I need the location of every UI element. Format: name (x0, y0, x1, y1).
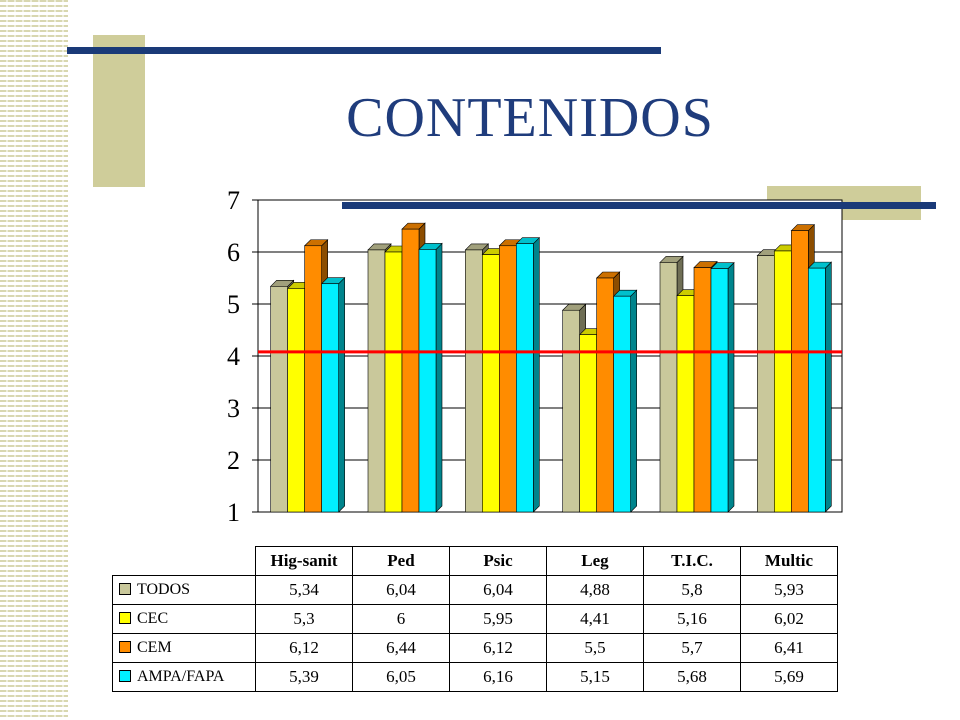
table-value: 6,02 (740, 604, 838, 634)
table-row: TODOS 5,34 6,04 6,04 4,88 5,8 5,93 (112, 575, 838, 605)
table-value: 5,68 (643, 662, 741, 692)
table-value: 6,04 (352, 575, 450, 605)
bar (596, 277, 614, 513)
bar (465, 249, 483, 513)
bar (562, 309, 580, 513)
category-label: Multic (740, 546, 838, 576)
bar (676, 295, 695, 513)
bar-side (338, 276, 345, 513)
bar (757, 255, 775, 513)
legend-swatch (119, 612, 131, 624)
y-tick-label: 1 (227, 498, 240, 527)
bar (710, 268, 729, 513)
series-name: CEM (137, 639, 172, 656)
table-value: 4,41 (546, 604, 644, 634)
y-tick-label: 2 (227, 446, 240, 475)
table-value: 6,41 (740, 633, 838, 663)
bar (499, 245, 517, 513)
slide-title: CONTENIDOS (346, 87, 714, 149)
bar (693, 267, 712, 513)
bar (579, 334, 597, 513)
category-label: Leg (546, 546, 644, 576)
bar (659, 262, 678, 513)
y-tick-label: 4 (227, 342, 240, 371)
y-tick-label: 5 (227, 290, 240, 319)
series-name: AMPA/FAPA (137, 668, 225, 685)
series-name: CEC (137, 610, 169, 627)
legend-swatch (119, 641, 131, 653)
table-value: 5,39 (255, 662, 353, 692)
bar (321, 283, 339, 513)
category-label: Hig-sanit (255, 546, 353, 576)
bar-side (630, 289, 637, 513)
table-value: 5,93 (740, 575, 838, 605)
series-legend-cell: CEC (112, 604, 256, 634)
table-value: 5,34 (255, 575, 353, 605)
legend-swatch (119, 670, 131, 682)
bar (304, 245, 322, 513)
table-value: 6,16 (449, 662, 547, 692)
table-value: 5,15 (546, 662, 644, 692)
table-row: CEC 5,3 6 5,95 4,41 5,16 6,02 (112, 604, 838, 634)
table-value: 5,7 (643, 633, 741, 663)
y-tick-label: 7 (227, 186, 240, 215)
bar (287, 288, 305, 513)
bar (367, 249, 386, 513)
table-value: 6 (352, 604, 450, 634)
table-value: 5,69 (740, 662, 838, 692)
bar (774, 250, 792, 513)
table-value: 4,88 (546, 575, 644, 605)
deco-line-mid (342, 202, 936, 209)
bar (791, 230, 809, 513)
bar-side (825, 261, 832, 513)
series-legend-cell: TODOS (112, 575, 256, 605)
category-label: Ped (352, 546, 450, 576)
bar (418, 249, 437, 513)
deco-line-top (67, 47, 661, 54)
bar-side (533, 236, 540, 513)
table-value: 6,04 (449, 575, 547, 605)
table-value: 6,05 (352, 662, 450, 692)
table-value: 5,8 (643, 575, 741, 605)
series-name: TODOS (137, 581, 191, 598)
legend-swatch (119, 583, 131, 595)
table-value: 6,44 (352, 633, 450, 663)
category-label: T.I.C. (643, 546, 741, 576)
data-table: Hig-sanit Ped Psic Leg T.I.C. Multic TODOS 5,34… (112, 546, 838, 692)
bar (270, 286, 288, 513)
table-value: 5,3 (255, 604, 353, 634)
bar (384, 251, 403, 513)
series-legend-cell: AMPA/FAPA (112, 662, 256, 692)
table-value: 5,95 (449, 604, 547, 634)
bar (516, 243, 534, 513)
bar (401, 228, 420, 513)
deco-block-top-left (93, 35, 145, 187)
table-row: CEM 6,12 6,44 6,12 5,5 5,7 6,41 (112, 633, 838, 663)
table-value: 5,16 (643, 604, 741, 634)
bar (613, 295, 631, 513)
bar-side (435, 242, 443, 513)
series-legend-cell: CEM (112, 633, 256, 663)
table-header-row: Hig-sanit Ped Psic Leg T.I.C. Multic (112, 546, 838, 576)
table-value: 5,5 (546, 633, 644, 663)
table-corner (112, 546, 256, 576)
left-stripes-decoration (0, 0, 68, 720)
category-label: Psic (449, 546, 547, 576)
y-tick-label: 6 (227, 238, 240, 267)
table-row: AMPA/FAPA 5,39 6,05 6,16 5,15 5,68 5,69 (112, 662, 838, 692)
bar-side (727, 261, 735, 513)
table-value: 6,12 (255, 633, 353, 663)
bar (808, 267, 826, 513)
bar (482, 254, 500, 513)
table-value: 6,12 (449, 633, 547, 663)
y-tick-label: 3 (227, 394, 240, 423)
